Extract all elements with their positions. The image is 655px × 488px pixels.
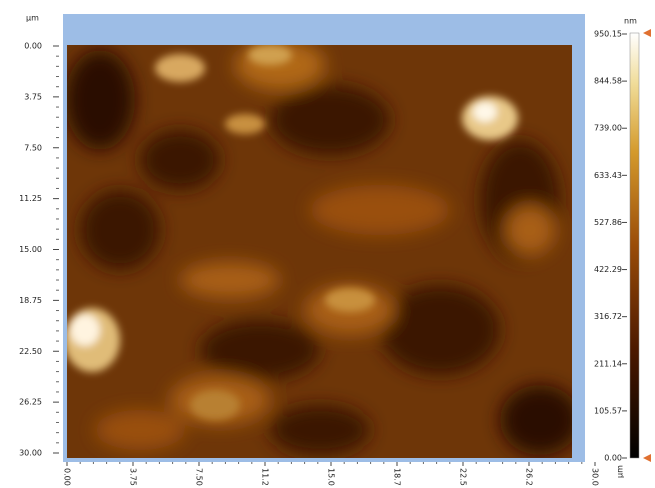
x-tick-label: 18.7	[393, 468, 402, 486]
y-tick-label: 18.75	[19, 296, 42, 305]
colorbar-tick-label: 633.43	[594, 171, 622, 180]
y-tick-label: 22.50	[19, 347, 42, 356]
colorbar-tick-label: 211.14	[594, 359, 622, 368]
x-tick-label: 26.2	[525, 468, 534, 486]
colorbar	[630, 33, 639, 458]
colorbar-tick-label: 105.57	[594, 406, 622, 415]
colorbar-tick-label: 844.58	[594, 77, 622, 86]
colorbar-unit: nm	[624, 17, 637, 26]
afm-view: µm nm µm 0.00 3.75 7.50 11.25 15.00 18.75 22.5…	[0, 0, 655, 488]
colorbar-tick-label: 0.00	[604, 454, 622, 463]
colorbar-tick-label: 316.72	[594, 312, 622, 321]
x-tick-label: 22.5	[459, 468, 468, 486]
x-tick-label: 30.0	[591, 468, 600, 486]
y-tick-label: 11.25	[19, 194, 42, 203]
x-tick-label: 3.75	[129, 468, 138, 486]
y-tick-label: 26.25	[19, 398, 42, 407]
y-tick-label: 0.00	[24, 42, 42, 51]
y-tick-label: 15.00	[19, 245, 42, 254]
colorbar-tick-label: 422.29	[594, 265, 622, 274]
x-axis-unit: µm	[616, 465, 625, 478]
afm-image	[64, 40, 580, 458]
colorbar-tick-label: 950.15	[594, 30, 622, 39]
colorbar-max-handle	[643, 29, 651, 37]
x-tick-label: 0.00	[63, 468, 72, 486]
x-tick-label: 15.0	[327, 468, 336, 486]
colorbar-tick-label: 527.86	[594, 218, 622, 227]
y-tick-label: 30.00	[19, 449, 42, 458]
y-tick-label: 7.50	[24, 143, 42, 152]
y-tick-label: 3.75	[24, 92, 42, 101]
colorbar-tick-label: 739.00	[594, 124, 622, 133]
x-tick-label: 7.50	[195, 468, 204, 486]
colorbar-min-handle	[643, 454, 651, 462]
y-axis-unit: µm	[26, 14, 39, 23]
x-tick-label: 11.2	[261, 468, 270, 486]
